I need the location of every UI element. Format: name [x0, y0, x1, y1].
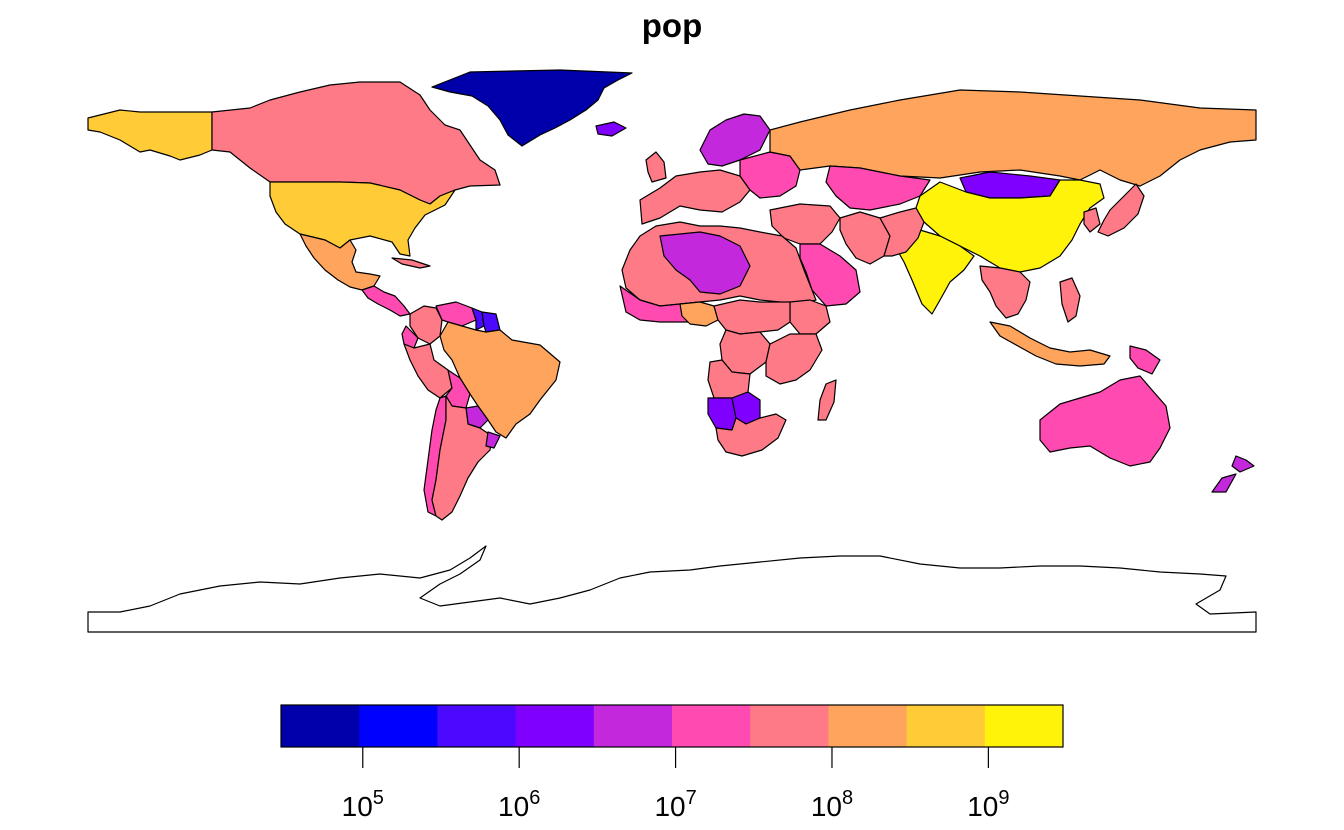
- region-alaska: [87, 109, 213, 161]
- region-south-africa: [715, 413, 787, 457]
- region-papua-new-guinea: [1129, 345, 1161, 375]
- region-argentina: [431, 395, 493, 521]
- region-kazakhstan: [825, 165, 931, 211]
- region-australia: [1039, 375, 1171, 467]
- region-iran: [839, 211, 891, 265]
- legend-swatch: [437, 705, 517, 747]
- region-ethiopia: [789, 299, 831, 335]
- legend-tick-label: 109: [967, 787, 1009, 822]
- region-indonesia: [989, 321, 1111, 367]
- region-united-kingdom: [645, 151, 667, 183]
- legend-tick-label: 105: [342, 787, 384, 822]
- region-guyana: [471, 307, 485, 331]
- map-title: pop: [641, 7, 703, 44]
- legend-swatch: [672, 705, 751, 747]
- region-new-zealand: [1211, 455, 1255, 493]
- legend-tick-label: 106: [498, 787, 540, 822]
- legend-swatch: [359, 705, 438, 747]
- region-southeast-asia: [979, 265, 1031, 319]
- region-india: [895, 229, 975, 315]
- region-dr-congo: [719, 329, 771, 375]
- region-cuba: [391, 257, 431, 269]
- color-legend: 105 106 107 108 109: [280, 704, 1064, 822]
- region-venezuela: [435, 301, 477, 327]
- region-saudi-arabia: [799, 243, 861, 307]
- legend-swatch: [281, 705, 360, 747]
- legend-swatch: [984, 705, 1064, 747]
- region-antarctica: [87, 545, 1257, 633]
- region-afghanistan-pakistan: [879, 207, 925, 257]
- region-nigeria: [679, 301, 719, 327]
- region-middle-east: [769, 203, 841, 245]
- region-peru: [403, 343, 453, 399]
- legend-swatch: [750, 705, 829, 747]
- region-east-africa: [765, 333, 823, 385]
- region-japan: [1097, 183, 1145, 237]
- region-namibia: [707, 397, 737, 431]
- legend-swatch: [515, 705, 595, 747]
- region-mexico: [299, 233, 381, 291]
- region-western-europe: [639, 169, 751, 225]
- region-suriname: [481, 311, 501, 333]
- legend-swatch: [906, 705, 986, 747]
- legend-swatch: [828, 705, 908, 747]
- region-iceland: [595, 121, 627, 137]
- country-polygons: [87, 69, 1257, 633]
- region-korea: [1083, 207, 1101, 233]
- legend-swatch: [593, 705, 673, 747]
- region-madagascar: [817, 379, 837, 421]
- region-philippines: [1059, 277, 1081, 323]
- legend-tick-label: 108: [811, 787, 853, 822]
- legend-tick-label: 107: [654, 787, 696, 822]
- legend-border: [280, 704, 1064, 748]
- region-algeria-libya: [659, 231, 751, 295]
- region-central-america: [361, 285, 411, 317]
- region-central-africa: [713, 299, 791, 335]
- region-uruguay: [485, 431, 501, 449]
- region-greenland: [431, 69, 633, 147]
